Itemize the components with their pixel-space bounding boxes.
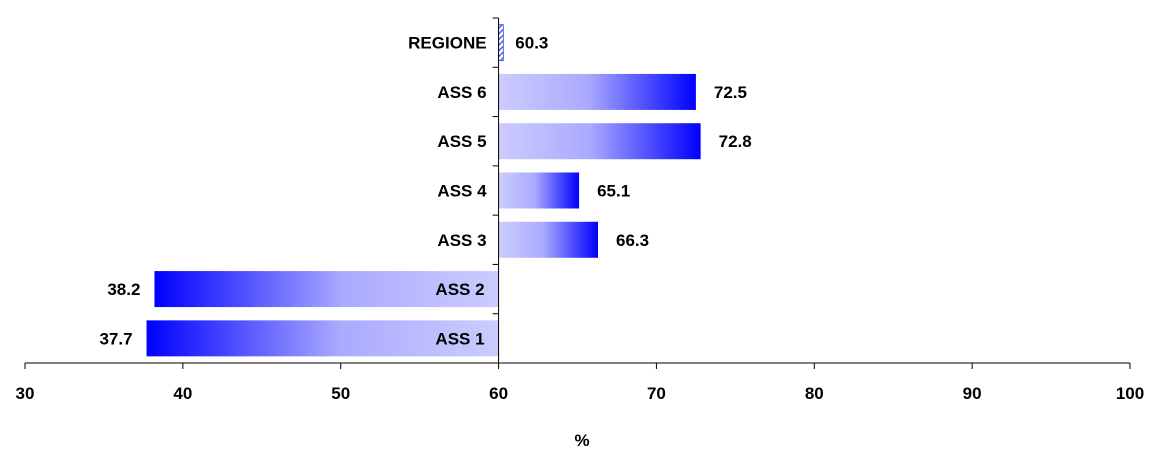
value-label: 72.8 xyxy=(719,132,752,151)
x-tick-label: 100 xyxy=(1116,384,1144,403)
bar-regione xyxy=(498,24,504,62)
category-label: ASS 4 xyxy=(437,182,487,201)
bar-ass-3 xyxy=(498,221,599,258)
value-label: 60.3 xyxy=(515,34,548,53)
bar-ass-2 xyxy=(154,271,499,308)
category-label: ASS 1 xyxy=(435,329,484,348)
bars-layer xyxy=(146,24,701,357)
x-tick-label: 90 xyxy=(963,384,982,403)
category-label: ASS 2 xyxy=(435,280,484,299)
bar-ass-6 xyxy=(498,73,696,110)
bar-ass-4 xyxy=(498,172,580,209)
x-axis: 30 40 50 60 70 80 90 100 xyxy=(16,17,1144,403)
value-label: 65.1 xyxy=(597,182,630,201)
value-label: 37.7 xyxy=(99,329,132,348)
category-label: ASS 6 xyxy=(437,83,486,102)
value-label: 66.3 xyxy=(616,231,649,250)
x-tick-label: 40 xyxy=(173,384,192,403)
labels-layer: REGIONE 60.3 ASS 6 72.5 ASS 5 72.8 ASS 4 65.1 AS… xyxy=(99,34,751,349)
x-tick-label: 70 xyxy=(647,384,666,403)
x-tick-label: 60 xyxy=(489,384,508,403)
bar-ass-1 xyxy=(146,320,499,357)
bar-ass-5 xyxy=(498,123,701,160)
category-label: REGIONE xyxy=(408,34,486,53)
x-tick-label: 50 xyxy=(331,384,350,403)
value-label: 72.5 xyxy=(714,83,747,102)
value-label: 38.2 xyxy=(107,280,140,299)
category-label: ASS 5 xyxy=(437,132,486,151)
x-tick-label: 80 xyxy=(805,384,824,403)
x-axis-title: % xyxy=(574,431,589,450)
x-tick-label: 30 xyxy=(16,384,35,403)
category-label: ASS 3 xyxy=(437,231,486,250)
